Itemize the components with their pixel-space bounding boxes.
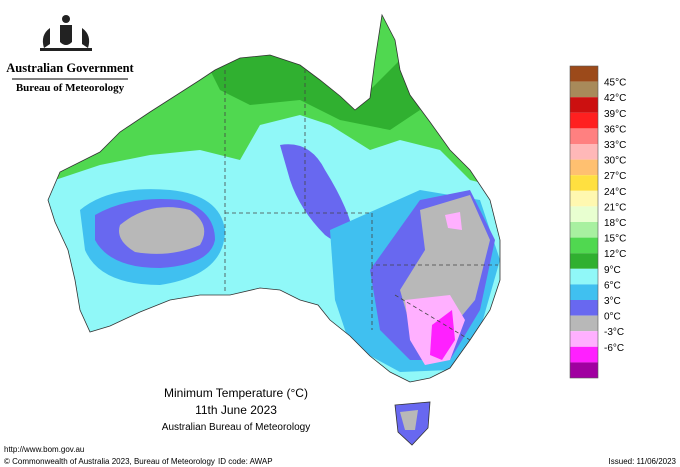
footer-copyright: © Commonwealth of Australia 2023, Bureau…: [4, 457, 215, 466]
legend-frame: [569, 65, 599, 379]
legend-swatch: [570, 300, 598, 316]
coastline: [47, 13, 501, 383]
footer-issued: Issued: 11/06/2023: [609, 457, 677, 466]
footer-id: ID code: AWAP: [218, 457, 273, 466]
legend-swatch: [570, 284, 598, 300]
legend-swatch: [570, 112, 598, 129]
tasmania-cold: [400, 410, 418, 430]
legend-label: 36°C: [604, 124, 626, 135]
legend-swatch: [570, 206, 598, 222]
legend-label: 45°C: [604, 78, 626, 89]
legend-swatch: [570, 81, 598, 98]
legend-label: 18°C: [604, 218, 626, 229]
map-date: 11th June 2023: [195, 403, 277, 417]
legend-label: 3°C: [604, 296, 621, 307]
legend-swatch: [570, 222, 598, 238]
legend-label: 12°C: [604, 249, 626, 260]
legend-label: 42°C: [604, 93, 626, 104]
legend-swatch: [570, 362, 598, 378]
legend-label: -3°C: [604, 327, 624, 338]
coat-of-arms: [40, 15, 92, 51]
legend-label: 39°C: [604, 109, 626, 120]
legend-swatch: [570, 268, 598, 285]
legend-label: 33°C: [604, 140, 626, 151]
legend-swatch: [570, 315, 598, 332]
legend-label: 6°C: [604, 280, 621, 291]
legend-swatch: [570, 253, 598, 269]
legend-swatch: [570, 190, 598, 207]
map-source: Australian Bureau of Meteorology: [162, 422, 310, 433]
legend-swatch: [570, 346, 598, 363]
legend-swatch: [570, 144, 598, 160]
legend-label: 15°C: [604, 234, 626, 245]
legend-swatch: [570, 97, 598, 113]
legend-label: 24°C: [604, 187, 626, 198]
legend-swatch: [570, 128, 598, 144]
legend-label: -6°C: [604, 343, 624, 354]
footer-url: http://www.bom.gov.au: [4, 445, 84, 454]
legend-swatch: [570, 175, 598, 191]
legend-label: 9°C: [604, 265, 621, 276]
map-title: Minimum Temperature (°C): [164, 386, 308, 400]
legend-label: 0°C: [604, 312, 621, 323]
government-name: Australian Government: [6, 61, 134, 75]
legend-swatch: [570, 66, 598, 82]
legend-label: 21°C: [604, 202, 626, 213]
legend-swatch: [570, 331, 598, 347]
legend-swatch: [570, 237, 598, 254]
legend-swatch: [570, 159, 598, 176]
agency-name: Bureau of Meteorology: [16, 82, 125, 94]
legend: 45°C 42°C 39°C 36°C 33°C 30°C 27°C 24°C 21°C 18°C…: [569, 65, 626, 379]
legend-label: 30°C: [604, 156, 626, 167]
state-borders: [224, 70, 498, 341]
legend-label: 27°C: [604, 171, 626, 182]
